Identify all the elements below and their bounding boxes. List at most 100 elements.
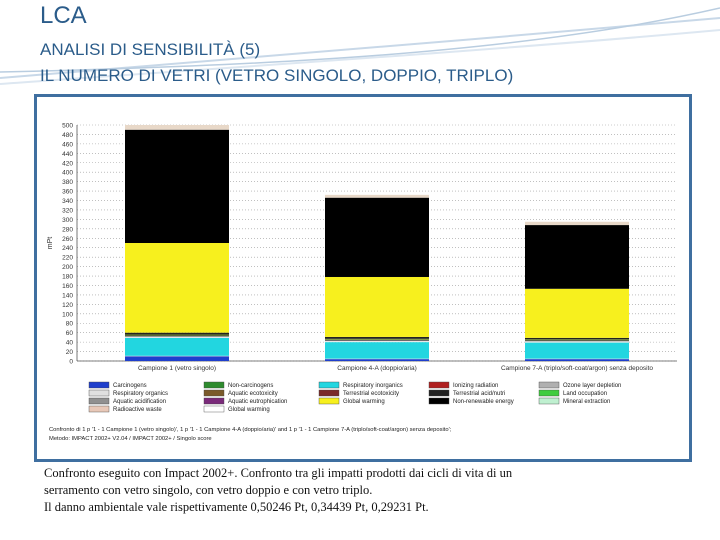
y-tick-label: 300 [62,217,73,224]
legend-label: Non-renewable energy [453,399,514,405]
y-tick-label: 380 [62,179,73,186]
bar-segment [125,129,229,243]
bar-segment [125,125,229,130]
y-tick-label: 60 [66,330,74,337]
legend-label: Aquatic ecotoxicity [228,391,278,397]
bar-segment [125,335,229,337]
legend-label: Aquatic acidification [113,399,166,405]
bar-segment [325,336,429,339]
bar-segment [125,334,229,336]
page-title: LCA [40,2,87,29]
bar-segment [325,340,429,343]
legend-label: Mineral extraction [563,399,610,405]
legend-swatch [88,397,110,405]
legend-label: Non-carcinogens [228,383,273,389]
y-tick-label: 100 [62,311,73,318]
bar-segment [325,342,429,359]
caption-line-2: serramento con vetro singolo, con vetro … [44,483,373,497]
bar-segment [125,356,229,361]
bar-segment [325,197,429,277]
bar-segment [525,288,629,338]
legend-swatch [428,389,450,397]
chart-caption: Confronto eseguito con Impact 2002+. Con… [44,465,684,516]
bar-segment [525,359,629,361]
legend-swatch [318,397,340,405]
bar-segment [525,221,629,226]
bar-segment [525,337,629,340]
x-tick-label: Campione 7-A (triplo/soft-coat/argon) se… [501,365,653,372]
y-tick-label: 20 [66,349,74,356]
legend-swatch [203,405,225,413]
y-tick-label: 160 [62,283,73,290]
legend-swatch [203,381,225,389]
legend-label: Terrestrial ecotoxicity [343,391,399,397]
legend-swatch [538,389,560,397]
y-tick-label: 440 [62,151,73,158]
legend-swatch [538,381,560,389]
legend-label: Carcinogens [113,383,147,389]
chart-footnote: Confronto di 1 p '1 - 1 Campione 1 (vetr… [49,427,452,433]
legend-label: Global warming [343,399,385,405]
y-tick-label: 120 [62,302,73,309]
y-tick-label: 320 [62,207,73,214]
legend-label: Respiratory inorganics [343,383,403,389]
bar-segment [125,332,229,335]
y-tick-label: 420 [62,160,73,167]
bar-segment [125,243,229,333]
legend-swatch [203,397,225,405]
bar-segment [125,355,229,357]
bar-segment [325,359,429,361]
bar-segment [525,225,629,289]
x-tick-label: Campione 4-A (doppio/aria) [337,365,417,372]
stacked-bar-chart: 0 20 40 60 80 100 120 140 160 180 200 220 240 260 280 3… [47,123,677,442]
legend-swatch [428,381,450,389]
bar-segment [125,336,229,338]
bar-segment [525,339,629,341]
legend-label: Respiratory organics [113,391,168,397]
y-tick-label: 280 [62,226,73,233]
y-tick-label: 260 [62,236,73,243]
legend-swatch [318,389,340,397]
legend-swatch [88,389,110,397]
bar-segment [325,338,429,340]
y-tick-label: 220 [62,255,73,262]
caption-line-3: Il danno ambientale vale rispettivamente… [44,500,429,514]
x-tick-label: Campione 1 (vetro singolo) [138,365,216,372]
legend-swatch [203,389,225,397]
y-tick-label: 360 [62,189,73,196]
bar-segment [325,339,429,341]
bar-segment [325,358,429,360]
y-axis-label: mPt [47,237,54,250]
legend-label: Terrestrial acid/nutri [453,391,505,397]
legend-label: Global warming [228,407,270,413]
chart-frame: 0 20 40 60 80 100 120 140 160 180 200 220 240 260 280 3… [34,94,692,462]
legend-label: Ionizing radiation [453,383,498,389]
y-tick-label: 200 [62,264,73,271]
y-tick-label: 340 [62,198,73,205]
legend-swatch [428,397,450,405]
page-subtitle-1: ANALISI DI SENSIBILITÀ (5) [40,40,261,59]
legend-swatch [538,397,560,405]
bar-segment [525,342,629,359]
page-subtitle-2: IL NUMERO DI VETRI (VETRO SINGOLO, DOPPI… [40,66,514,85]
bar-segment [525,358,629,360]
legend-swatch [88,405,110,413]
legend-label: Radioactive waste [113,407,162,413]
y-tick-label: 460 [62,141,73,148]
bar-segment [125,337,229,356]
caption-line-1: Confronto eseguito con Impact 2002+. Con… [44,466,513,480]
bar-segment [525,340,629,342]
legend-label: Land occupation [563,391,607,397]
legend-label: Ozone layer depletion [563,383,621,389]
y-tick-label: 0 [69,359,73,366]
bar-segment [325,276,429,337]
legend-swatch [88,381,110,389]
y-tick-label: 480 [62,132,73,139]
y-tick-label: 180 [62,274,73,281]
chart-footnote: Metodo: IMPACT 2002+ V2.04 / IMPACT 2002… [49,436,212,442]
legend-label: Aquatic eutrophication [228,399,287,405]
y-tick-label: 40 [66,340,74,347]
y-tick-label: 500 [62,123,73,130]
y-tick-label: 400 [62,170,73,177]
y-tick-label: 80 [66,321,74,328]
